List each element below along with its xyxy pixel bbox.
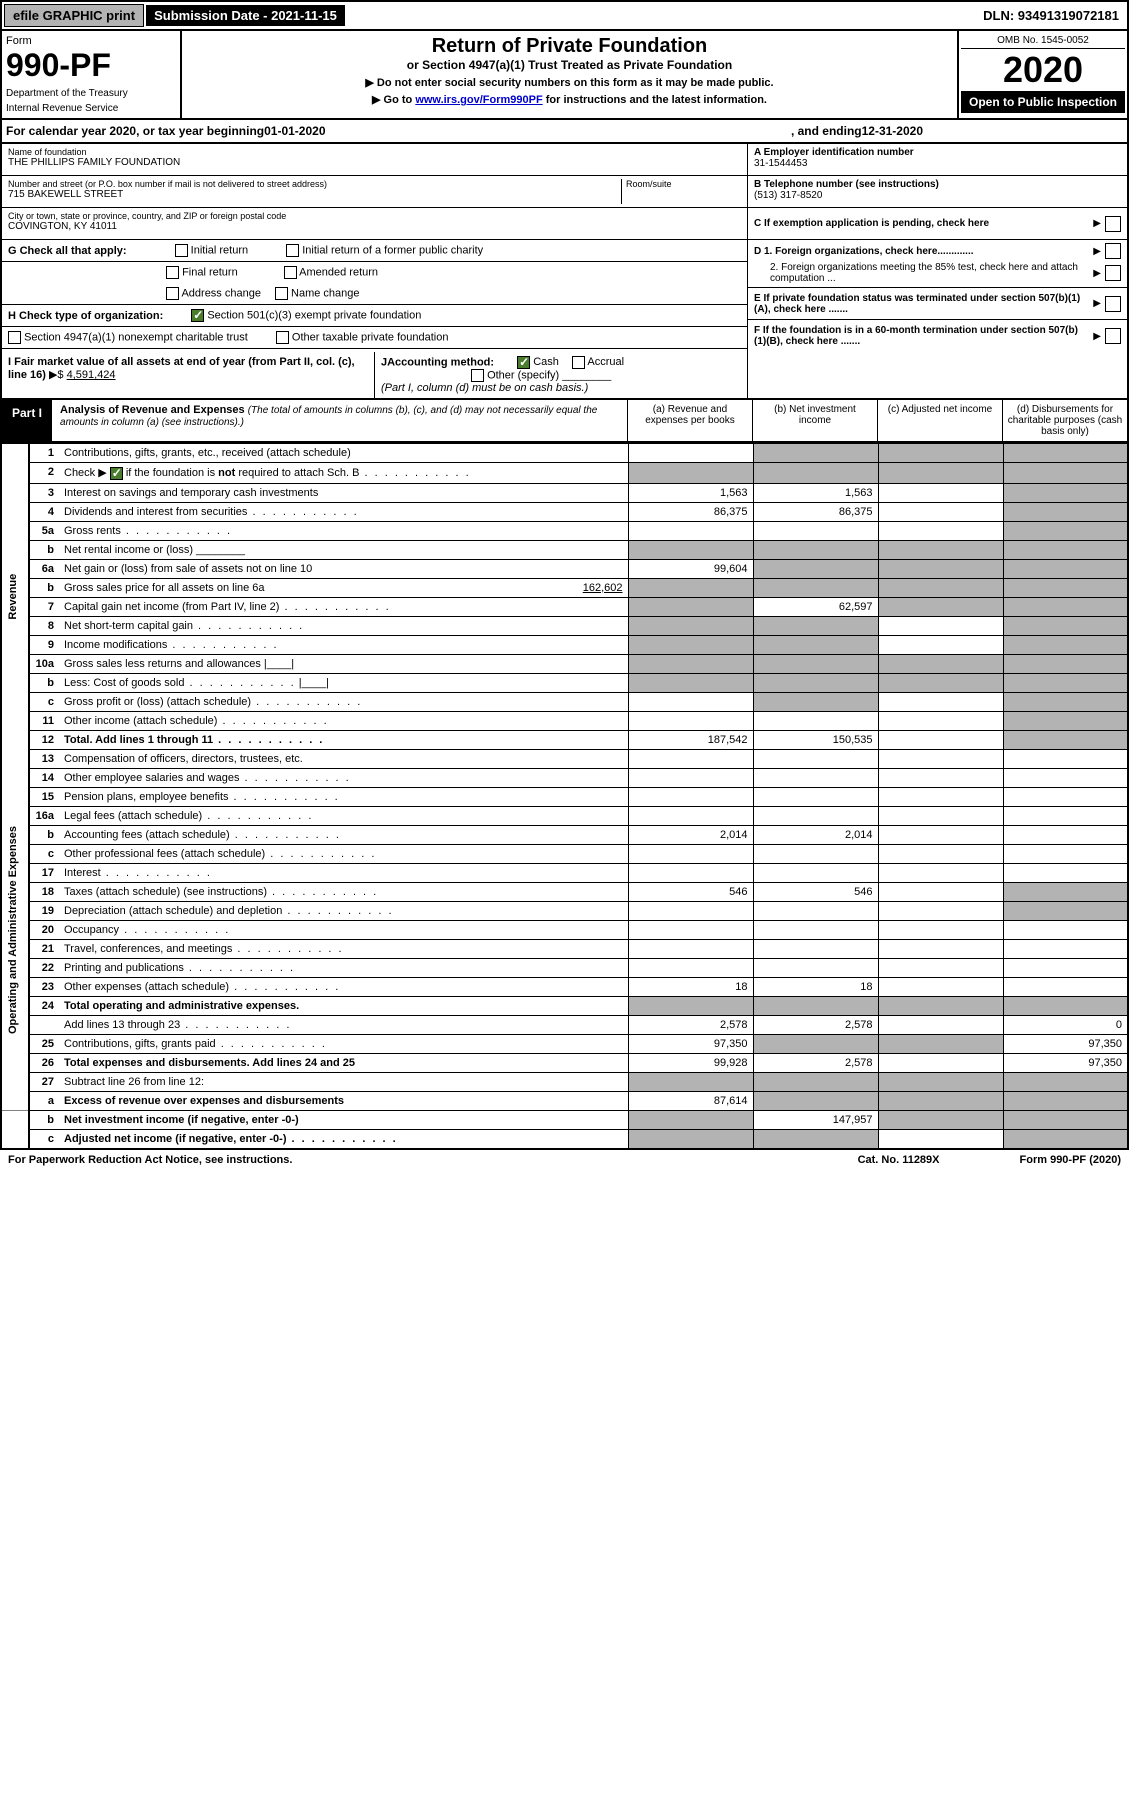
foundation-name: THE PHILLIPS FAMILY FOUNDATION: [8, 157, 741, 168]
city-state-zip: COVINGTON, KY 41011: [8, 221, 741, 232]
j-note: (Part I, column (d) must be on cash basi…: [381, 382, 741, 394]
phone-value: (513) 317-8520: [754, 190, 1121, 201]
form-word: Form: [6, 35, 176, 47]
f-label: F If the foundation is in a 60-month ter…: [754, 325, 1089, 347]
irs: Internal Revenue Service: [6, 103, 176, 114]
name-label: Name of foundation: [8, 147, 741, 157]
col-a: (a) Revenue and expenses per books: [627, 400, 752, 441]
fmv-value: 4,591,424: [67, 369, 116, 381]
form-title: Return of Private Foundation: [186, 35, 953, 58]
irs-link[interactable]: www.irs.gov/Form990PF: [415, 94, 542, 106]
instr-link: ▶ Go to www.irs.gov/Form990PF for instru…: [186, 93, 953, 106]
cat-number: Cat. No. 11289X: [858, 1154, 940, 1166]
addr-label: Number and street (or P.O. box number if…: [8, 179, 621, 189]
expenses-label: Operating and Administrative Expenses: [1, 749, 29, 1110]
omb-number: OMB No. 1545-0052: [961, 33, 1125, 49]
section-g2: Final return Amended return: [2, 262, 747, 283]
part1-title: Analysis of Revenue and Expenses: [60, 404, 245, 416]
col-b: (b) Net investment income: [752, 400, 877, 441]
phone-label: B Telephone number (see instructions): [754, 179, 1121, 190]
dln: DLN: 93491319072181: [975, 5, 1127, 26]
cb-85pct[interactable]: [1105, 265, 1121, 281]
ein-value: 31-1544453: [754, 158, 1121, 169]
street-address: 715 BAKEWELL STREET: [8, 189, 621, 200]
d1-label: D 1. Foreign organizations, check here..…: [754, 246, 1089, 257]
e-label: E If private foundation status was termi…: [754, 293, 1089, 315]
calendar-year-row: For calendar year 2020, or tax year begi…: [0, 120, 1129, 144]
room-label: Room/suite: [626, 179, 741, 189]
cb-60month[interactable]: [1105, 328, 1121, 344]
part1-table: Revenue 1Contributions, gifts, grants, e…: [0, 443, 1129, 1150]
entity-info: Name of foundation THE PHILLIPS FAMILY F…: [0, 144, 1129, 352]
cb-initial[interactable]: [175, 244, 188, 257]
part1-header: Part I Analysis of Revenue and Expenses …: [0, 400, 1129, 443]
section-g: G Check all that apply: Initial return I…: [2, 240, 747, 262]
page-footer: For Paperwork Reduction Act Notice, see …: [0, 1150, 1129, 1170]
col-c: (c) Adjusted net income: [877, 400, 1002, 441]
cb-terminated[interactable]: [1105, 296, 1121, 312]
cb-name-change[interactable]: [275, 287, 288, 300]
col-d: (d) Disbursements for charitable purpose…: [1002, 400, 1127, 441]
section-h2: Section 4947(a)(1) nonexempt charitable …: [2, 327, 747, 349]
instr-ssn: ▶ Do not enter social security numbers o…: [186, 76, 953, 89]
cb-final[interactable]: [166, 266, 179, 279]
revenue-label: Revenue: [1, 444, 29, 750]
ein-label: A Employer identification number: [754, 147, 1121, 158]
part1-label: Part I: [2, 400, 52, 441]
form-ref: Form 990-PF (2020): [1020, 1154, 1121, 1166]
cb-other-acct[interactable]: [471, 369, 484, 382]
section-g3: Address change Name change: [2, 283, 747, 305]
d2-label: 2. Foreign organizations meeting the 85%…: [754, 262, 1089, 284]
cb-cash[interactable]: [517, 356, 530, 369]
cb-4947[interactable]: [8, 331, 21, 344]
form-header: Form 990-PF Department of the Treasury I…: [0, 31, 1129, 120]
efile-button[interactable]: efile GRAPHIC print: [4, 4, 144, 27]
submission-date: Submission Date - 2021-11-15: [146, 5, 345, 26]
cb-foreign[interactable]: [1105, 243, 1121, 259]
cb-accrual[interactable]: [572, 356, 585, 369]
cb-501c3[interactable]: [191, 309, 204, 322]
form-number: 990-PF: [6, 47, 176, 84]
cb-initial-former[interactable]: [286, 244, 299, 257]
section-ij: I Fair market value of all assets at end…: [0, 352, 1129, 400]
section-h: H Check type of organization: Section 50…: [2, 305, 747, 327]
top-bar: efile GRAPHIC print Submission Date - 20…: [0, 0, 1129, 31]
cb-addr-change[interactable]: [166, 287, 179, 300]
cb-amended[interactable]: [284, 266, 297, 279]
paperwork-notice: For Paperwork Reduction Act Notice, see …: [8, 1154, 292, 1166]
city-label: City or town, state or province, country…: [8, 211, 741, 221]
cb-exemption[interactable]: [1105, 216, 1121, 232]
c-label: C If exemption application is pending, c…: [754, 218, 1089, 229]
open-public: Open to Public Inspection: [961, 91, 1125, 113]
form-subtitle: or Section 4947(a)(1) Trust Treated as P…: [186, 58, 953, 72]
cb-other-taxable[interactable]: [276, 331, 289, 344]
cb-schb[interactable]: [110, 467, 123, 480]
tax-year: 2020: [961, 49, 1125, 91]
dept-treasury: Department of the Treasury: [6, 88, 176, 99]
